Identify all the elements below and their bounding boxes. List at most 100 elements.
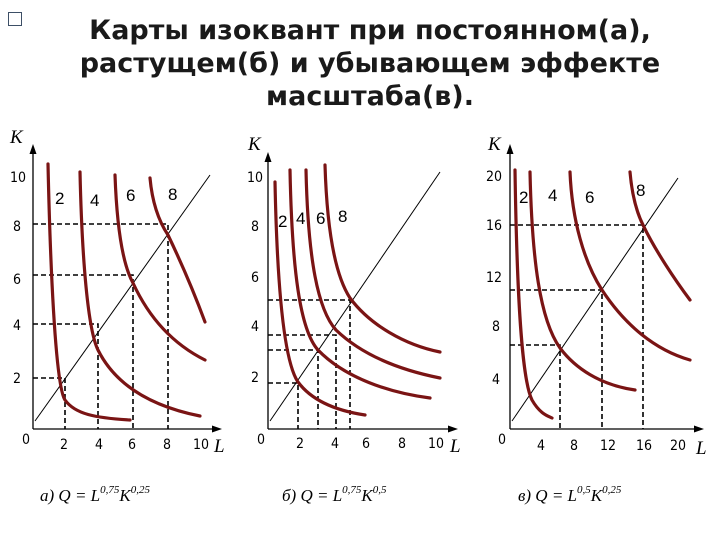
panel-b-y-tick-6: 6 bbox=[251, 270, 259, 286]
panel-a-y-tick-10: 10 bbox=[10, 170, 26, 186]
panel-c-curve-label-6: 6 bbox=[585, 188, 594, 207]
panel-b-formula-k: K bbox=[360, 486, 374, 505]
panel-c-x-label: L bbox=[695, 438, 707, 459]
panel-a-curve-label-8: 8 bbox=[168, 185, 177, 204]
panel-a-y-label: K bbox=[9, 127, 24, 148]
panel-c-y-tick-20: 20 bbox=[486, 169, 502, 185]
panel-c-expansion-path bbox=[511, 177, 679, 422]
panel-a-curve-label-2: 2 bbox=[55, 189, 64, 208]
panel-a-x-arrow bbox=[212, 425, 222, 433]
panel-a-expansion-path bbox=[34, 174, 211, 422]
panel-c-y-tick-8: 8 bbox=[492, 319, 500, 335]
panel-a-y-tick-4: 4 bbox=[13, 318, 21, 334]
panel-b-x-arrow bbox=[448, 425, 458, 433]
panel-b-isoquant-8 bbox=[323, 163, 442, 354]
panel-c-isoquant-2 bbox=[513, 168, 554, 420]
panel-c-formula-k: K bbox=[590, 486, 604, 505]
panel-a-formula-k: K bbox=[118, 486, 132, 505]
panel-b: K L 0 10 8 6 4 2 2 4 6 8 10 2 4 6 8 б) Q… bbox=[247, 134, 461, 505]
panel-c-curve-label-8: 8 bbox=[636, 181, 645, 200]
title-line-1: Карты изоквант при постоянном(а), bbox=[89, 15, 651, 46]
panel-b-guide-6 bbox=[268, 334, 337, 429]
panel-c: K L 0 20 16 12 8 4 4 8 12 16 20 2 4 6 8 … bbox=[486, 134, 707, 505]
panel-c-y-tick-16: 16 bbox=[486, 218, 502, 234]
panel-a-isoquant-4 bbox=[78, 170, 202, 418]
panel-b-y-label: K bbox=[247, 134, 262, 155]
panel-b-curve-label-8: 8 bbox=[338, 207, 347, 226]
panel-a-x-tick-4: 4 bbox=[95, 437, 103, 453]
panel-c-x-tick-20: 20 bbox=[670, 438, 686, 454]
title-line-2: растущем(б) и убывающем эффекте bbox=[79, 48, 661, 79]
panel-a-x-tick-2: 2 bbox=[60, 437, 68, 453]
title-line-3: масштаба(в). bbox=[266, 81, 474, 112]
panel-a-isoquant-2 bbox=[46, 162, 132, 422]
panel-c-y-tick-4: 4 bbox=[492, 372, 500, 388]
slide-bullet-icon bbox=[8, 12, 22, 26]
panel-b-isoquant-6 bbox=[304, 168, 442, 380]
panel-b-x-tick-4: 4 bbox=[331, 436, 339, 452]
panel-b-formula: б) Q = L0,75K0,5 bbox=[282, 484, 387, 505]
panel-c-formula-exp-k: 0,25 bbox=[602, 484, 622, 496]
panel-b-y-arrow bbox=[264, 152, 272, 162]
panel-a-y-tick-2: 2 bbox=[13, 371, 21, 387]
panel-b-formula-base: б) Q = L bbox=[282, 486, 342, 505]
panel-c-x-tick-4: 4 bbox=[537, 438, 545, 454]
panel-b-y-tick-8: 8 bbox=[251, 219, 259, 235]
panel-a-y-tick-6: 6 bbox=[13, 272, 21, 288]
panel-c-x-tick-8: 8 bbox=[570, 438, 578, 454]
panel-c-x-arrow bbox=[694, 425, 704, 433]
panel-b-x-tick-10: 10 bbox=[428, 436, 444, 452]
panel-a: K L 0 10 8 6 4 2 2 4 6 8 10 2 4 6 8 а) Q… bbox=[9, 127, 225, 505]
panel-a-formula-exp-l: 0,75 bbox=[100, 484, 120, 496]
panel-c-y-tick-12: 12 bbox=[486, 270, 502, 286]
panel-c-x-tick-12: 12 bbox=[600, 438, 616, 454]
panel-b-y-tick-2: 2 bbox=[251, 370, 259, 386]
panel-a-y-tick-8: 8 bbox=[13, 219, 21, 235]
panel-b-y-tick-4: 4 bbox=[251, 319, 259, 335]
panel-a-x-label: L bbox=[213, 436, 225, 457]
panel-b-curve-label-4: 4 bbox=[296, 209, 305, 228]
panel-c-y-label: K bbox=[487, 134, 502, 155]
panel-c-isoquant-4 bbox=[528, 170, 637, 392]
panel-c-formula-base: в) Q = L bbox=[518, 486, 577, 505]
panel-a-y-arrow bbox=[29, 144, 37, 154]
panel-c-x-tick-16: 16 bbox=[636, 438, 652, 454]
panel-c-formula-exp-l: 0,5 bbox=[577, 484, 591, 496]
panel-b-x-label: L bbox=[449, 436, 461, 457]
panel-b-guide-2 bbox=[268, 382, 299, 429]
panel-b-curve-label-2: 2 bbox=[278, 212, 287, 231]
panel-a-x-tick-10: 10 bbox=[193, 437, 209, 453]
panel-a-formula-exp-k: 0,25 bbox=[131, 484, 151, 496]
panel-c-curve-label-2: 2 bbox=[519, 188, 528, 207]
panel-a-formula: а) Q = L0,75K0,25 bbox=[40, 484, 150, 505]
panel-a-formula-base: а) Q = L bbox=[40, 486, 100, 505]
panel-a-isoquant-6 bbox=[113, 173, 207, 362]
panel-b-isoquant-2 bbox=[273, 180, 367, 417]
panel-c-curve-label-4: 4 bbox=[548, 186, 557, 205]
panel-b-curve-label-6: 6 bbox=[316, 209, 325, 228]
panel-c-formula: в) Q = L0,5K0,25 bbox=[518, 484, 622, 505]
panel-a-curve-label-4: 4 bbox=[90, 191, 99, 210]
panel-a-guide-6 bbox=[33, 274, 134, 429]
panel-c-guide-4 bbox=[510, 344, 561, 429]
panel-c-origin: 0 bbox=[498, 432, 506, 448]
panel-b-origin: 0 bbox=[257, 432, 265, 448]
panel-b-x-tick-6: 6 bbox=[362, 436, 370, 452]
panel-b-x-tick-8: 8 bbox=[398, 436, 406, 452]
panel-b-expansion-path bbox=[269, 171, 441, 422]
slide-title: Карты изоквант при постоянном(а), растущ… bbox=[40, 14, 700, 113]
panel-a-guide-8 bbox=[33, 223, 169, 429]
panel-a-isoquant-8 bbox=[148, 176, 207, 324]
panel-a-x-tick-8: 8 bbox=[163, 437, 171, 453]
panel-c-y-arrow bbox=[506, 144, 514, 154]
panel-b-formula-exp-k: 0,5 bbox=[373, 484, 387, 496]
panel-b-isoquant-4 bbox=[288, 168, 432, 400]
panel-b-y-tick-10: 10 bbox=[247, 170, 263, 186]
panel-c-isoquant-8 bbox=[628, 170, 692, 302]
panel-b-formula-exp-l: 0,75 bbox=[342, 484, 362, 496]
panel-b-x-tick-2: 2 bbox=[296, 436, 304, 452]
panel-a-origin: 0 bbox=[22, 432, 30, 448]
panel-a-guide-4 bbox=[33, 323, 99, 429]
panel-a-curve-label-6: 6 bbox=[126, 186, 135, 205]
